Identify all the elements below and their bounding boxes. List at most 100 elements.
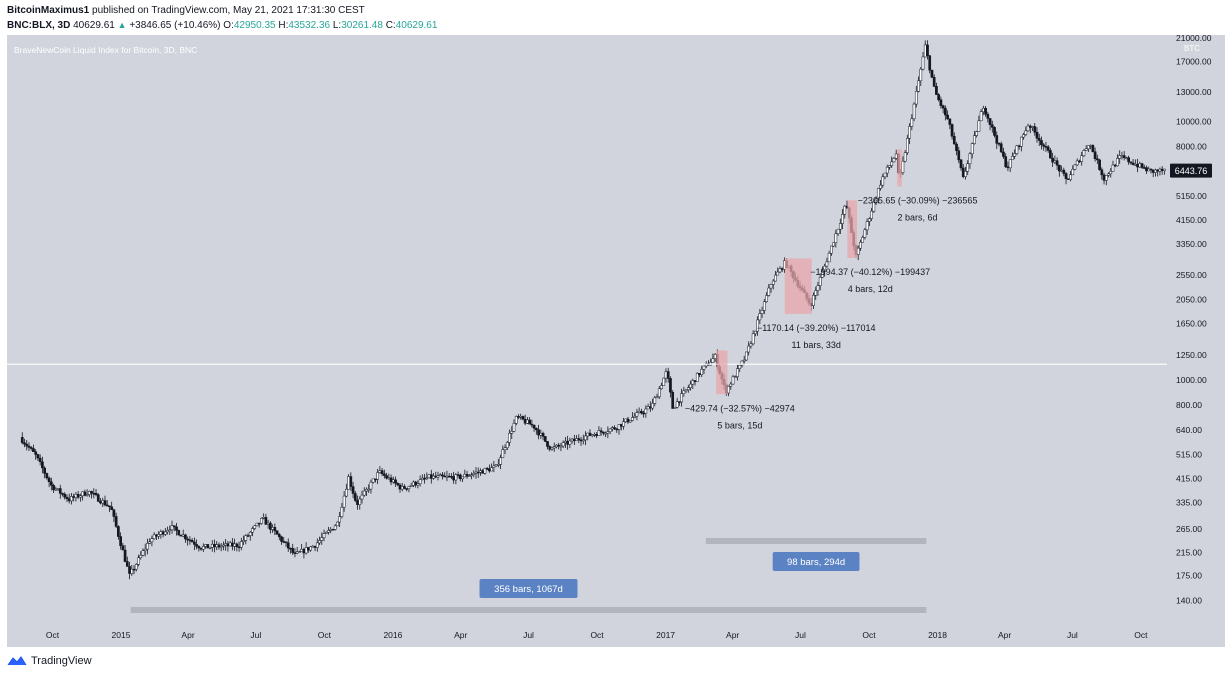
y-tick-label: 8000.00	[1176, 141, 1207, 151]
candle-body	[70, 496, 73, 502]
candle-body	[289, 547, 292, 550]
candle-body	[63, 493, 67, 498]
candle-body	[930, 69, 934, 78]
candle-body	[347, 476, 350, 490]
candle-body	[23, 442, 26, 445]
candle-body	[231, 542, 234, 547]
candle-body	[262, 517, 266, 519]
candle-body	[508, 432, 511, 443]
candle-body	[436, 475, 440, 478]
candle-body	[353, 493, 357, 501]
tradingview-logo-icon	[7, 656, 27, 666]
candle-body	[1154, 169, 1157, 173]
candle-body	[206, 544, 210, 549]
candle-body	[548, 446, 552, 450]
candle-body	[1057, 164, 1061, 172]
candle-body	[1075, 160, 1079, 166]
candle-body	[876, 188, 880, 199]
x-tick-label: Oct	[1134, 630, 1148, 640]
x-tick-label: Apr	[726, 630, 739, 640]
candle-body	[485, 468, 489, 470]
candle-body	[336, 521, 339, 527]
candle-body	[108, 505, 111, 508]
candle-body	[821, 271, 824, 278]
candle-body	[311, 545, 315, 548]
candle-body	[1127, 157, 1130, 163]
candle-body	[269, 522, 272, 530]
correction-label: −429.74 (−32.57%) −42974	[685, 403, 795, 413]
range-badge	[772, 552, 860, 571]
candle-body	[528, 419, 531, 425]
candle-body	[463, 474, 467, 478]
candle-body	[843, 205, 847, 215]
candle-body	[41, 461, 44, 469]
candle-body	[1113, 164, 1117, 167]
candle-body	[224, 543, 228, 546]
candle-body	[957, 150, 961, 161]
candle-body	[532, 424, 536, 429]
candle-body	[340, 506, 344, 517]
price-chart[interactable]: −429.74 (−32.57%) −42974 5 bars, 15d −1170…	[0, 0, 1232, 650]
low-label: L:	[332, 20, 342, 31]
candle-body	[217, 544, 221, 548]
y-tick-label: 3350.00	[1176, 239, 1207, 249]
candle-body	[733, 376, 737, 378]
candle-body	[450, 476, 453, 478]
candle-body	[378, 470, 382, 473]
candle-body	[222, 544, 225, 547]
candle-body	[606, 431, 610, 434]
candle-body	[1051, 157, 1054, 163]
change-value: +3846.65 (+10.46%)	[129, 20, 221, 31]
candle-body	[961, 167, 965, 177]
candle-body	[754, 330, 757, 335]
candle-body	[139, 554, 143, 558]
candle-body	[237, 546, 241, 548]
candle-body	[572, 438, 576, 442]
candle-body	[816, 285, 820, 291]
candle-body	[624, 418, 628, 422]
candle-body	[362, 490, 366, 496]
candle-body	[633, 415, 637, 418]
candle-body	[517, 416, 520, 418]
candle-body	[834, 233, 838, 244]
candle-body	[935, 86, 938, 95]
candle-body	[689, 383, 692, 388]
candle-body	[87, 491, 91, 495]
footer-brand[interactable]: TradingView	[7, 653, 92, 669]
candle-body	[213, 544, 216, 548]
y-tick-label: 640.00	[1176, 425, 1202, 435]
candle-body	[530, 423, 534, 426]
candle-body	[246, 535, 250, 537]
candle-body	[1142, 167, 1146, 169]
candle-body	[409, 485, 413, 487]
author-name[interactable]: BitcoinMaximus1	[7, 5, 90, 16]
candle-body	[1011, 156, 1014, 160]
candle-body	[282, 541, 286, 543]
candle-body	[476, 471, 480, 474]
candle-body	[1037, 138, 1041, 141]
candle-body	[693, 380, 697, 382]
candle-body	[917, 80, 920, 92]
candle-body	[926, 44, 929, 56]
candle-body	[503, 447, 507, 451]
y-tick-label: 21000.00	[1176, 33, 1212, 43]
candle-body	[61, 493, 64, 495]
y-tick-label: 2550.00	[1176, 270, 1207, 280]
candle-body	[197, 546, 201, 549]
candle-body	[275, 530, 279, 535]
candle-body	[818, 277, 822, 286]
candle-body	[646, 406, 650, 410]
candle-body	[255, 522, 259, 527]
up-arrow-icon: ▲	[117, 20, 127, 30]
candle-body	[380, 470, 384, 475]
candle-body	[888, 165, 891, 168]
candle-body	[968, 153, 972, 164]
x-tick-label: Jul	[795, 630, 806, 640]
candle-body	[910, 118, 914, 127]
candle-body	[644, 408, 648, 414]
candle-body	[979, 111, 983, 122]
candle-body	[29, 447, 33, 449]
candle-body	[863, 229, 867, 238]
candle-body	[331, 528, 335, 531]
candle-body	[686, 387, 690, 391]
